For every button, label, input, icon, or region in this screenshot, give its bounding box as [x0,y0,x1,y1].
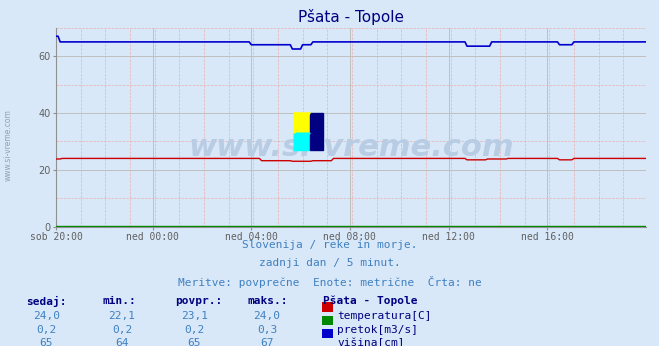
Text: 65: 65 [40,338,53,346]
Text: temperatura[C]: temperatura[C] [337,311,432,321]
Text: 0,2: 0,2 [185,325,204,335]
Text: maks.:: maks.: [247,296,287,306]
Text: 0,2: 0,2 [36,325,56,335]
Title: Pšata - Topole: Pšata - Topole [298,9,404,25]
Text: pretok[m3/s]: pretok[m3/s] [337,325,418,335]
Text: 24,0: 24,0 [254,311,280,321]
Text: 0,3: 0,3 [257,325,277,335]
Text: 24,0: 24,0 [33,311,59,321]
Polygon shape [295,133,310,150]
Bar [310,113,323,150]
Text: 64: 64 [115,338,129,346]
Text: 0,2: 0,2 [112,325,132,335]
Text: 65: 65 [188,338,201,346]
Text: 67: 67 [260,338,273,346]
Text: Pšata - Topole: Pšata - Topole [323,296,417,306]
Bar [295,113,310,133]
Text: višina[cm]: višina[cm] [337,338,405,346]
Text: min.:: min.: [102,296,136,306]
Text: sedaj:: sedaj: [26,296,67,307]
Text: www.si-vreme.com: www.si-vreme.com [188,133,514,162]
Bar [295,133,310,150]
Text: povpr.:: povpr.: [175,296,222,306]
Text: www.si-vreme.com: www.si-vreme.com [3,109,13,181]
Text: zadnji dan / 5 minut.: zadnji dan / 5 minut. [258,258,401,268]
Text: 23,1: 23,1 [181,311,208,321]
Text: Meritve: povprečne  Enote: metrične  Črta: ne: Meritve: povprečne Enote: metrične Črta:… [178,276,481,289]
Text: Slovenija / reke in morje.: Slovenija / reke in morje. [242,240,417,251]
Polygon shape [295,113,310,133]
Text: 22,1: 22,1 [109,311,135,321]
